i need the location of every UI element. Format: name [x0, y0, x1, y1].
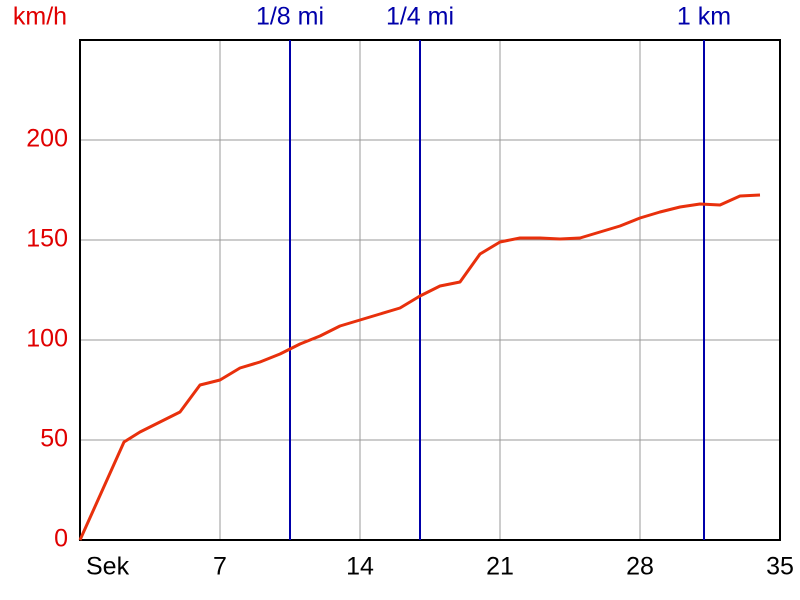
x-tick-label: 7 — [213, 553, 227, 581]
x-tick-label: 28 — [626, 553, 654, 581]
y-tick-label: 200 — [26, 125, 68, 153]
distance-marker-label: 1 km — [677, 3, 731, 31]
y-axis-label: km/h — [13, 3, 67, 31]
speed-line — [78, 193, 761, 541]
x-tick-label: 21 — [486, 553, 514, 581]
y-tick-label: 50 — [40, 425, 68, 453]
x-tick-label: 14 — [346, 553, 374, 581]
x-tick-label: Sek — [86, 553, 130, 581]
y-tick-label: 0 — [54, 525, 68, 553]
x-tick-label: 35 — [766, 553, 794, 581]
distance-marker-label: 1/8 mi — [256, 3, 324, 31]
distance-marker-label: 1/4 mi — [386, 3, 454, 31]
plot-border — [79, 39, 781, 541]
y-tick-label: 100 — [26, 325, 68, 353]
y-tick-label: 150 — [26, 225, 68, 253]
